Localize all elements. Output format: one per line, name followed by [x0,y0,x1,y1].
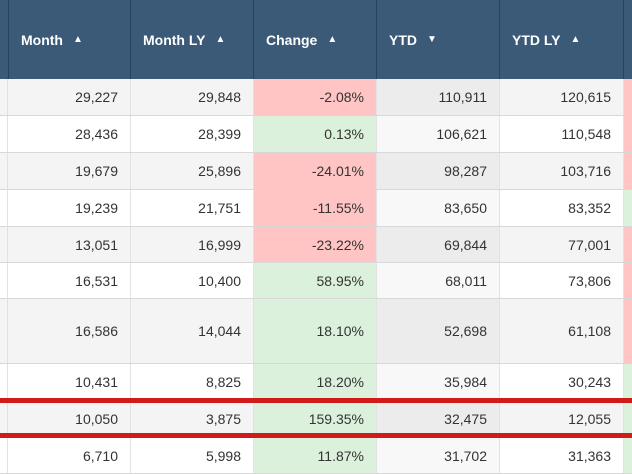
row-edge [0,401,8,437]
cell-ytd: 110,911 [377,79,500,115]
table-row[interactable]: 29,227 29,848 -2.08% 110,911 120,615 [0,79,632,116]
cell-month: 6,710 [9,438,131,473]
column-header-change[interactable]: Change ▲ [254,0,377,79]
table-row[interactable]: 16,586 14,044 18.10% 52,698 61,108 [0,299,632,364]
cell-month: 28,436 [9,116,131,152]
next-column-indicator [624,190,632,226]
row-edge [0,227,8,262]
table-row[interactable]: 10,431 8,825 18.20% 35,984 30,243 [0,364,632,401]
cell-ytd: 52,698 [377,299,500,363]
sort-ascending-icon: ▲ [570,33,581,45]
cell-change: -11.55% [254,190,377,226]
cell-ytd-ly: 31,363 [500,438,624,473]
cell-ytd: 68,011 [377,263,500,298]
cell-change: 18.20% [254,364,377,400]
cell-change: 159.35% [254,401,377,437]
column-header-ytd[interactable]: YTD ▼ [377,0,500,79]
row-edge [0,153,8,189]
cell-change: -2.08% [254,79,377,115]
table-row[interactable]: 13,051 16,999 -23.22% 69,844 77,001 [0,227,632,263]
column-header-label: Change [266,31,318,48]
sort-ascending-icon: ▲ [215,33,226,45]
cell-change: -24.01% [254,153,377,189]
sort-descending-icon: ▼ [427,33,437,45]
cell-ytd-ly: 83,352 [500,190,624,226]
table-row[interactable]: 28,436 28,399 0.13% 106,621 110,548 [0,116,632,153]
cell-ytd-ly: 30,243 [500,364,624,400]
cell-ytd: 83,650 [377,190,500,226]
row-edge [0,299,8,363]
cell-month: 19,679 [9,153,131,189]
cell-ytd-ly: 110,548 [500,116,624,152]
cell-month-ly: 14,044 [131,299,254,363]
header-edge [0,0,9,79]
cell-change: 18.10% [254,299,377,363]
column-header-month[interactable]: Month ▲ [9,0,131,79]
row-edge [0,364,8,400]
cell-ytd: 98,287 [377,153,500,189]
cell-month-ly: 5,998 [131,438,254,473]
cell-month: 10,050 [9,401,131,437]
cell-month-ly: 10,400 [131,263,254,298]
sort-ascending-icon: ▲ [327,33,338,45]
next-column-indicator [624,79,632,115]
column-header-label: YTD [389,31,417,48]
cell-change: 58.95% [254,263,377,298]
table-row-highlighted[interactable]: 10,050 3,875 159.35% 32,475 12,055 [0,401,632,438]
cell-month: 10,431 [9,364,131,400]
cell-month-ly: 28,399 [131,116,254,152]
highlight-top-line [0,398,632,403]
cell-month: 29,227 [9,79,131,115]
cell-month: 13,051 [9,227,131,262]
cell-ytd-ly: 61,108 [500,299,624,363]
cell-month-ly: 8,825 [131,364,254,400]
next-column-indicator [624,227,632,262]
row-edge [0,263,8,298]
next-column-indicator [624,153,632,189]
sort-ascending-icon: ▲ [72,33,83,45]
row-edge [0,116,8,152]
table-row[interactable]: 19,679 25,896 -24.01% 98,287 103,716 [0,153,632,190]
cell-ytd-ly: 77,001 [500,227,624,262]
cell-ytd-ly: 12,055 [500,401,624,437]
row-edge [0,438,8,473]
next-column-indicator [624,364,632,400]
column-header-month-ly[interactable]: Month LY ▲ [131,0,254,79]
cell-month-ly: 21,751 [131,190,254,226]
cell-month: 16,586 [9,299,131,363]
next-column-indicator [624,116,632,152]
column-header-ytd-ly[interactable]: YTD LY ▲ [500,0,624,79]
table-row[interactable]: 16,531 10,400 58.95% 68,011 73,806 [0,263,632,299]
column-header-label: YTD LY [512,31,561,48]
row-edge [0,190,8,226]
next-column-indicator [624,401,632,437]
next-column-indicator [624,299,632,363]
cell-change: 0.13% [254,116,377,152]
cell-ytd: 69,844 [377,227,500,262]
row-edge [0,79,8,115]
highlight-bottom-line [0,433,632,438]
cell-ytd: 106,621 [377,116,500,152]
cell-ytd: 35,984 [377,364,500,400]
cell-ytd-ly: 73,806 [500,263,624,298]
column-header-label: Month [21,31,63,48]
cell-month-ly: 25,896 [131,153,254,189]
cell-change: 11.87% [254,438,377,473]
cell-month-ly: 29,848 [131,79,254,115]
next-column-indicator [624,263,632,298]
cell-ytd: 32,475 [377,401,500,437]
cell-month-ly: 3,875 [131,401,254,437]
table-row[interactable]: 6,710 5,998 11.87% 31,702 31,363 [0,438,632,474]
cell-month: 16,531 [9,263,131,298]
cell-ytd-ly: 120,615 [500,79,624,115]
cell-ytd: 31,702 [377,438,500,473]
table-header: Month ▲ Month LY ▲ Change ▲ YTD ▼ YTD LY… [0,0,632,79]
cell-ytd-ly: 103,716 [500,153,624,189]
column-header-label: Month LY [143,31,206,48]
table-row[interactable]: 19,239 21,751 -11.55% 83,650 83,352 [0,190,632,227]
cell-month: 19,239 [9,190,131,226]
cell-change: -23.22% [254,227,377,262]
cell-month-ly: 16,999 [131,227,254,262]
next-column-indicator [624,438,632,473]
